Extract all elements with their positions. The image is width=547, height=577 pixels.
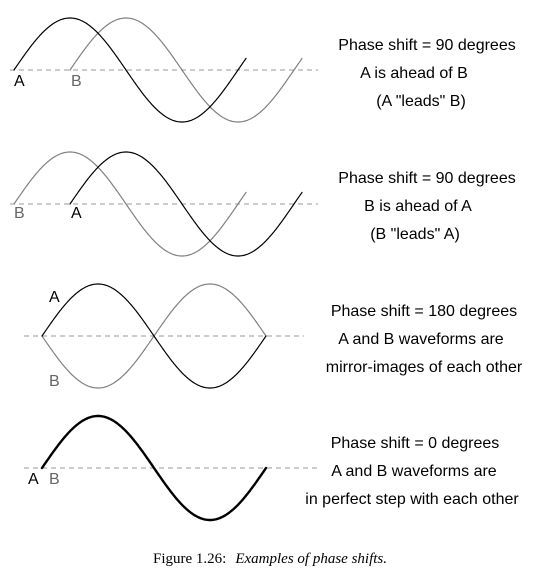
panel-1-line-2: A is ahead of B [360,65,468,82]
panel-3-label-b: B [49,373,60,390]
panel-2-line-2: B is ahead of A [364,198,472,215]
panel-3-line-3: mirror-images of each other [326,359,523,376]
panel-1-label-b: B [71,73,82,90]
panel-1-wave-b [69,17,303,123]
figure-caption: Figure 1.26: Examples of phase shifts. [153,550,387,567]
panel-1-wave-a [13,17,247,123]
panel-4-label-b: B [49,471,60,488]
panel-3: A B Phase shift = 180 degrees A and B wa… [24,283,523,390]
panel-3-line-1: Phase shift = 180 degrees [331,303,517,320]
panel-4-line-2: A and B waveforms are [331,463,497,480]
caption-number: Figure 1.26: [153,551,226,567]
panel-2-label-a: A [71,205,82,222]
panel-2-wave-a [69,151,303,257]
caption-text: Examples of phase shifts. [234,551,387,567]
panel-1-line-1: Phase shift = 90 degrees [338,37,515,54]
panel-2: B A Phase shift = 90 degrees B is ahead … [10,151,516,257]
panel-3-line-2: A and B waveforms are [338,331,504,348]
panel-1: A B Phase shift = 90 degrees A is ahead … [10,17,516,123]
panel-3-label-a: A [49,289,60,306]
panel-4: A B Phase shift = 0 degrees A and B wave… [24,414,519,522]
panel-1-label-a: A [14,73,25,90]
panel-4-wave-ab [40,414,268,522]
panel-1-line-3: (A "leads" B) [376,93,466,110]
panel-4-line-1: Phase shift = 0 degrees [331,435,500,452]
panel-3-wave-a [41,283,267,389]
panel-2-line-3: (B "leads" A) [370,226,460,243]
panel-2-label-b: B [14,205,25,222]
panel-2-line-1: Phase shift = 90 degrees [338,170,515,187]
panel-4-label-a: A [28,471,39,488]
panel-2-wave-b [13,151,247,257]
panel-4-line-3: in perfect step with each other [305,491,519,508]
